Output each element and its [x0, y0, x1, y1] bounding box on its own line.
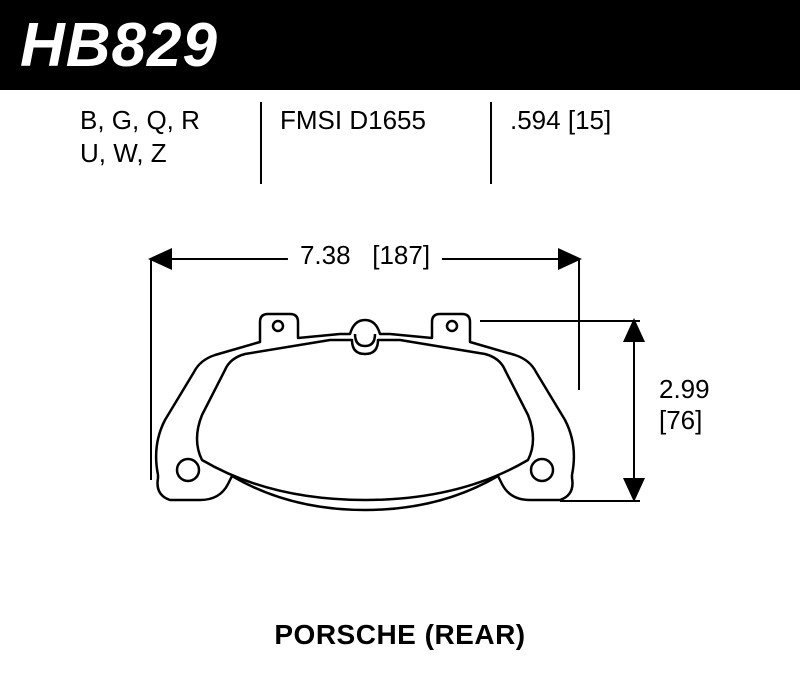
height-in: 2.99 [659, 374, 710, 405]
thickness-mm: [15] [568, 105, 611, 135]
arrow-down-icon [623, 478, 645, 502]
spec-divider-2 [490, 102, 492, 184]
height-dimension: 2.99 [76] [615, 320, 765, 500]
part-number-title: HB829 [20, 10, 218, 81]
spec-divider-1 [260, 102, 262, 184]
arrow-left-icon [148, 248, 172, 270]
fmsi-value: FMSI D1655 [280, 104, 490, 137]
compounds-column: B, G, Q, R U, W, Z [80, 104, 260, 169]
width-mm: [187] [372, 240, 430, 270]
height-label: 2.99 [76] [659, 374, 710, 436]
width-in: 7.38 [300, 240, 351, 270]
arrow-right-icon [558, 248, 582, 270]
height-dimension-line [633, 320, 635, 500]
width-dimension: 7.38 [187] [150, 240, 580, 280]
thickness-in: .594 [510, 105, 561, 135]
height-mm: [76] [659, 405, 710, 436]
compounds-line1: B, G, Q, R [80, 104, 260, 137]
arrow-up-icon [623, 318, 645, 342]
fmsi-column: FMSI D1655 [260, 104, 490, 137]
diagram-area: 7.38 [187] 2.99 [76 [0, 200, 800, 620]
thickness-column: .594 [15] [490, 104, 670, 137]
compounds-line2: U, W, Z [80, 137, 260, 170]
spec-row: B, G, Q, R U, W, Z FMSI D1655 .594 [15] [0, 90, 800, 200]
brake-pad-outline [130, 300, 600, 530]
header-bar: HB829 [0, 0, 800, 90]
width-label: 7.38 [187] [288, 240, 442, 271]
footer-label: PORSCHE (REAR) [0, 619, 800, 651]
